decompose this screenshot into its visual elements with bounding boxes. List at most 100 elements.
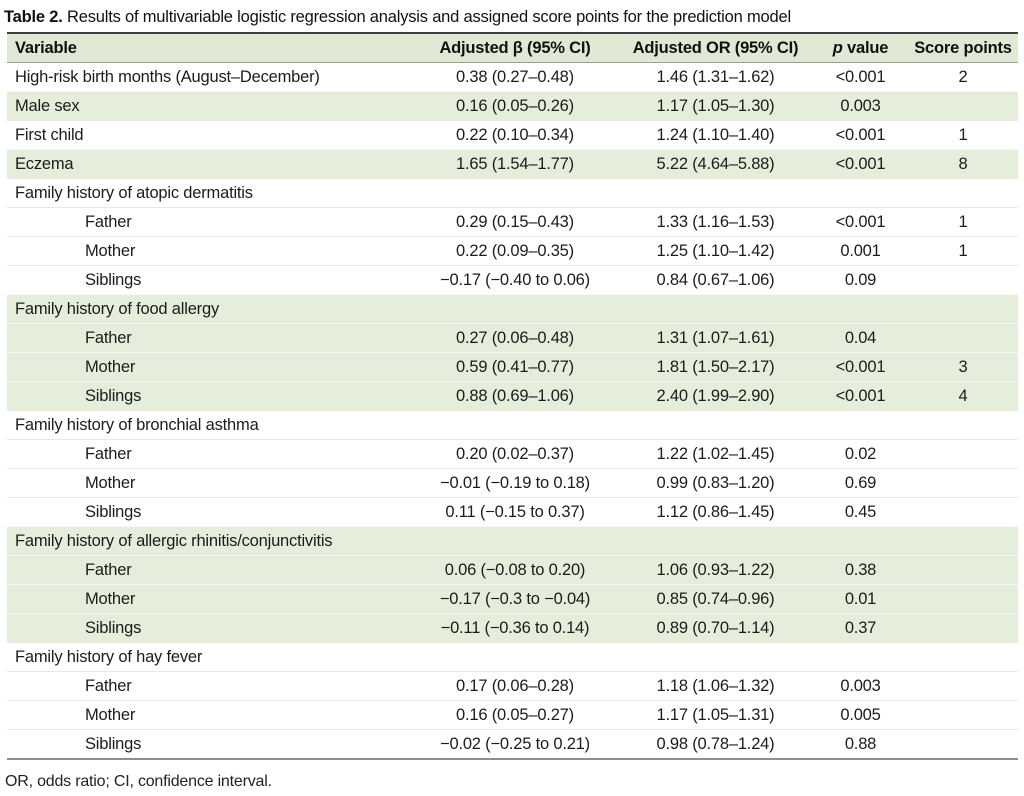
table-footnote: OR, odds ratio; CI, confidence interval. <box>5 773 272 790</box>
cell-or: 1.31 (1.07–1.61) <box>618 323 813 353</box>
section-row: Family history of atopic dermatitis <box>7 178 1018 208</box>
section-row: Family history of bronchial asthma <box>7 410 1018 440</box>
cell-variable: Male sex <box>7 91 412 121</box>
header-p-rest: value <box>842 38 889 57</box>
cell-beta: 0.06 (−0.08 to 0.20) <box>412 555 618 585</box>
cell-or: 0.89 (0.70–1.14) <box>618 613 813 643</box>
cell-variable: Mother <box>7 468 412 498</box>
cell-p: 0.88 <box>813 729 908 759</box>
table-row: Eczema 1.65 (1.54–1.77) 5.22 (4.64–5.88) <0… <box>7 149 1018 179</box>
cell-score: 1 <box>908 207 1018 237</box>
section-row: Family history of food allergy <box>7 294 1018 324</box>
cell-variable: Family history of allergic rhinitis/conj… <box>7 526 1018 556</box>
cell-p: 0.003 <box>813 671 908 701</box>
cell-score <box>908 584 1018 614</box>
cell-score <box>908 323 1018 353</box>
cell-beta: −0.17 (−0.40 to 0.06) <box>412 265 618 295</box>
cell-score <box>908 497 1018 527</box>
table-body: High-risk birth months (August–December)… <box>7 62 1018 759</box>
cell-or: 1.46 (1.31–1.62) <box>618 62 813 92</box>
cell-variable: Father <box>7 323 412 353</box>
cell-score: 3 <box>908 352 1018 382</box>
cell-variable: Siblings <box>7 265 412 295</box>
cell-or: 1.17 (1.05–1.31) <box>618 700 813 730</box>
header-adjusted-or: Adjusted OR (95% CI) <box>618 33 813 63</box>
cell-p: <0.001 <box>813 352 908 382</box>
section-row: Family history of allergic rhinitis/conj… <box>7 526 1018 556</box>
cell-or: 5.22 (4.64–5.88) <box>618 149 813 179</box>
cell-variable: Siblings <box>7 613 412 643</box>
table-row: Siblings −0.02 (−0.25 to 0.21) 0.98 (0.78–… <box>7 729 1018 759</box>
cell-variable: Family history of atopic dermatitis <box>7 178 1018 208</box>
cell-variable: Eczema <box>7 149 412 179</box>
cell-variable: Mother <box>7 352 412 382</box>
cell-score: 1 <box>908 120 1018 150</box>
cell-score <box>908 729 1018 759</box>
cell-score: 4 <box>908 381 1018 411</box>
table-row: Father 0.17 (0.06–0.28) 1.18 (1.06–1.32) 0.… <box>7 671 1018 701</box>
cell-p: 0.37 <box>813 613 908 643</box>
cell-p: 0.01 <box>813 584 908 614</box>
cell-p: <0.001 <box>813 62 908 92</box>
cell-or: 0.84 (0.67–1.06) <box>618 265 813 295</box>
cell-score <box>908 439 1018 469</box>
cell-p: 0.69 <box>813 468 908 498</box>
cell-beta: −0.01 (−0.19 to 0.18) <box>412 468 618 498</box>
table-title-text: Results of multivariable logistic regres… <box>67 8 791 26</box>
table-row: Father 0.27 (0.06–0.48) 1.31 (1.07–1.61) 0.… <box>7 323 1018 353</box>
cell-or: 1.22 (1.02–1.45) <box>618 439 813 469</box>
table-row: Mother −0.17 (−0.3 to −0.04) 0.85 (0.74–0.… <box>7 584 1018 614</box>
cell-or: 1.81 (1.50–2.17) <box>618 352 813 382</box>
cell-score: 2 <box>908 62 1018 92</box>
header-adjusted-beta: Adjusted β (95% CI) <box>412 33 618 63</box>
cell-variable: Siblings <box>7 497 412 527</box>
cell-variable: Father <box>7 671 412 701</box>
cell-p: 0.02 <box>813 439 908 469</box>
cell-p: 0.38 <box>813 555 908 585</box>
cell-beta: 1.65 (1.54–1.77) <box>412 149 618 179</box>
table-row: First child 0.22 (0.10–0.34) 1.24 (1.10–1.… <box>7 120 1018 150</box>
cell-beta: 0.27 (0.06–0.48) <box>412 323 618 353</box>
cell-p: <0.001 <box>813 149 908 179</box>
cell-beta: 0.11 (−0.15 to 0.37) <box>412 497 618 527</box>
header-p-value: p value <box>813 33 908 63</box>
cell-beta: −0.02 (−0.25 to 0.21) <box>412 729 618 759</box>
cell-or: 0.85 (0.74–0.96) <box>618 584 813 614</box>
cell-variable: Siblings <box>7 381 412 411</box>
cell-score <box>908 265 1018 295</box>
table-title-label: Table 2. <box>4 8 63 26</box>
cell-variable: Father <box>7 555 412 585</box>
cell-or: 1.25 (1.10–1.42) <box>618 236 813 266</box>
table-row: Mother 0.59 (0.41–0.77) 1.81 (1.50–2.17) <0… <box>7 352 1018 382</box>
cell-beta: 0.88 (0.69–1.06) <box>412 381 618 411</box>
cell-p: 0.005 <box>813 700 908 730</box>
cell-or: 1.06 (0.93–1.22) <box>618 555 813 585</box>
cell-or: 2.40 (1.99–2.90) <box>618 381 813 411</box>
cell-score <box>908 613 1018 643</box>
cell-score: 1 <box>908 236 1018 266</box>
cell-variable: Mother <box>7 236 412 266</box>
cell-variable: Mother <box>7 700 412 730</box>
cell-variable: Family history of food allergy <box>7 294 1018 324</box>
table-row: Siblings 0.88 (0.69–1.06) 2.40 (1.99–2.90)… <box>7 381 1018 411</box>
cell-or: 1.18 (1.06–1.32) <box>618 671 813 701</box>
cell-variable: Family history of bronchial asthma <box>7 410 1018 440</box>
cell-beta: 0.29 (0.15–0.43) <box>412 207 618 237</box>
cell-beta: 0.20 (0.02–0.37) <box>412 439 618 469</box>
cell-p: <0.001 <box>813 381 908 411</box>
cell-or: 1.24 (1.10–1.40) <box>618 120 813 150</box>
cell-variable: Mother <box>7 584 412 614</box>
section-row: Family history of hay fever <box>7 642 1018 672</box>
table-row: Mother 0.16 (0.05–0.27) 1.17 (1.05–1.31) 0.… <box>7 700 1018 730</box>
cell-beta: 0.17 (0.06–0.28) <box>412 671 618 701</box>
cell-score <box>908 671 1018 701</box>
table-title: Table 2. Results of multivariable logist… <box>4 7 1019 28</box>
cell-score: 8 <box>908 149 1018 179</box>
cell-variable: Family history of hay fever <box>7 642 1018 672</box>
table-row: Mother −0.01 (−0.19 to 0.18) 0.99 (0.83–1.… <box>7 468 1018 498</box>
table-header: Variable Adjusted β (95% CI) Adjusted OR… <box>7 33 1018 63</box>
regression-results-table: Variable Adjusted β (95% CI) Adjusted OR… <box>7 32 1018 760</box>
cell-variable: Siblings <box>7 729 412 759</box>
cell-or: 0.99 (0.83–1.20) <box>618 468 813 498</box>
